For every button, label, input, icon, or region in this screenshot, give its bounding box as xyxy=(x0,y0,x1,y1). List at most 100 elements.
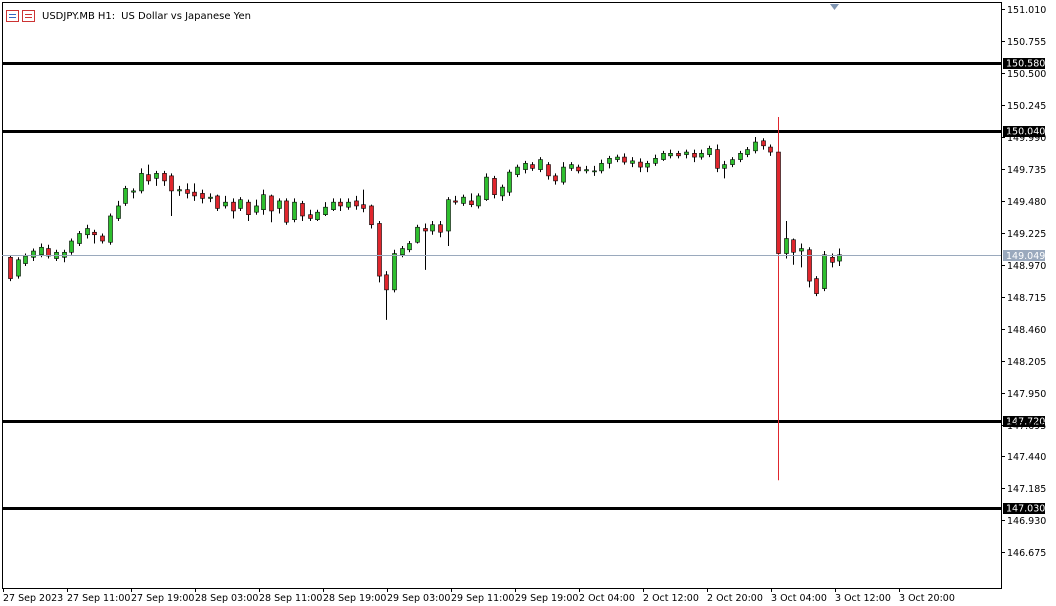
bear-candle-body xyxy=(269,195,274,212)
level-price-label: 147.720 xyxy=(1006,417,1045,428)
bull-candle-body xyxy=(569,164,574,169)
bull-candle-body xyxy=(584,169,589,172)
bull-candle-body xyxy=(31,250,36,258)
level-price-tag xyxy=(1003,503,1045,514)
bear-candle-body xyxy=(776,151,781,254)
bear-candle-body xyxy=(377,223,382,277)
y-axis-ticks: 151.010 150.755 150.500 150.245 149.990 149.7… xyxy=(1001,5,1046,559)
bull-candle-body xyxy=(62,251,67,258)
current-price-line: 149.049 xyxy=(2,250,1045,262)
x-tick-label: 3 Oct 12:00 xyxy=(835,593,891,604)
bull-candle-body xyxy=(131,190,136,193)
bull-candle-body xyxy=(400,248,405,256)
symbol-info-icon[interactable] xyxy=(6,10,19,22)
bear-candle-body xyxy=(546,164,551,177)
bear-candle-body xyxy=(768,146,773,153)
bear-candle-body xyxy=(676,153,681,157)
bull-candle-body xyxy=(699,153,704,158)
x-tick-label: 2 Oct 04:00 xyxy=(579,593,635,604)
bull-candle-body xyxy=(85,228,90,236)
bull-candle-body xyxy=(523,163,528,170)
bull-candle-body xyxy=(722,164,727,169)
x-tick-label: 29 Sep 19:00 xyxy=(515,593,578,604)
y-tick-label: 151.010 xyxy=(1007,5,1046,16)
bear-candle-body xyxy=(284,200,289,223)
bear-candle-body xyxy=(46,248,51,257)
bull-candle-body xyxy=(346,201,351,208)
bear-candle-body xyxy=(246,201,251,216)
bull-candle-body xyxy=(668,153,673,157)
bear-candle-body xyxy=(192,191,197,197)
bull-candle-body xyxy=(123,188,128,204)
x-axis-ticks: 27 Sep 2023 27 Sep 11:00 27 Sep 19:00 28 Se… xyxy=(3,588,955,604)
y-tick-label: 150.245 xyxy=(1007,101,1046,112)
bull-candle-body xyxy=(745,149,750,155)
bear-candle-body xyxy=(438,224,443,233)
bear-candle-body xyxy=(369,205,374,226)
bull-candle-body xyxy=(108,215,113,243)
y-tick-label: 146.930 xyxy=(1007,516,1046,527)
bear-candle-body xyxy=(361,204,366,209)
x-tick-label: 29 Sep 11:00 xyxy=(451,593,514,604)
bear-candle-body xyxy=(200,193,205,199)
level-price-label: 150.580 xyxy=(1006,59,1045,70)
bull-candle-body xyxy=(39,246,44,256)
x-tick-label: 28 Sep 03:00 xyxy=(195,593,258,604)
y-tick-label: 149.990 xyxy=(1007,133,1046,144)
candles xyxy=(8,116,842,481)
market-watch-icon[interactable] xyxy=(22,10,35,22)
bear-candle-body xyxy=(791,239,796,253)
bull-candle-body xyxy=(730,159,735,165)
x-tick-label: 2 Oct 20:00 xyxy=(707,593,763,604)
bull-candle-body xyxy=(446,199,451,232)
level-price-label: 147.030 xyxy=(1006,504,1045,515)
bear-candle-body xyxy=(338,201,343,207)
bear-candle-body xyxy=(215,195,220,209)
bull-candle-body xyxy=(69,240,74,253)
symbol-name: USDJPY.MB xyxy=(42,10,95,22)
bull-candle-body xyxy=(500,186,505,197)
bear-candle-body xyxy=(622,156,627,163)
bull-candle-body xyxy=(139,173,144,192)
bear-candle-body xyxy=(308,214,313,219)
bear-candle-body xyxy=(530,164,535,169)
bear-candle-body xyxy=(469,200,474,205)
x-tick-label: 28 Sep 19:00 xyxy=(323,593,386,604)
bull-candle-body xyxy=(515,166,520,175)
bull-candle-body xyxy=(684,151,689,155)
bear-candle-body xyxy=(100,235,105,242)
level-price-tag xyxy=(1003,416,1045,427)
y-tick-label: 148.205 xyxy=(1007,357,1046,368)
y-tick-label: 149.480 xyxy=(1007,197,1046,208)
x-tick-label: 29 Sep 03:00 xyxy=(387,593,450,604)
bear-candle-body xyxy=(146,174,151,182)
y-tick-label: 148.715 xyxy=(1007,293,1046,304)
y-tick-label: 149.735 xyxy=(1007,165,1046,176)
bear-candle-body xyxy=(162,173,167,182)
level-price-tag xyxy=(1003,126,1045,137)
bull-candle-body xyxy=(799,248,804,252)
y-tick-label: 147.950 xyxy=(1007,389,1046,400)
x-tick-label: 27 Sep 19:00 xyxy=(131,593,194,604)
bull-candle-body xyxy=(615,156,620,160)
bull-candle-body xyxy=(484,176,489,200)
bear-candle-body xyxy=(185,189,190,194)
symbol-description: US Dollar vs Japanese Yen xyxy=(121,10,251,22)
bull-candle-body xyxy=(23,255,28,264)
y-tick-label: 150.500 xyxy=(1007,69,1046,80)
y-tick-label: 149.225 xyxy=(1007,229,1046,240)
scroll-marker-icon[interactable] xyxy=(830,4,839,10)
bull-candle-body xyxy=(461,196,466,204)
bull-candle-body xyxy=(16,259,21,277)
bull-candle-body xyxy=(392,253,397,291)
bull-candle-body xyxy=(476,195,481,207)
bull-candle-body xyxy=(277,200,282,209)
bear-candle-body xyxy=(761,140,766,147)
bull-candle-body xyxy=(822,254,827,289)
bull-candle-body xyxy=(116,205,121,219)
x-tick-label: 3 Oct 20:00 xyxy=(899,593,955,604)
y-tick-label: 148.970 xyxy=(1007,261,1046,272)
y-tick-label: 148.460 xyxy=(1007,325,1046,336)
chart-header: USDJPY.MB H1: US Dollar vs Japanese Yen xyxy=(6,8,251,24)
